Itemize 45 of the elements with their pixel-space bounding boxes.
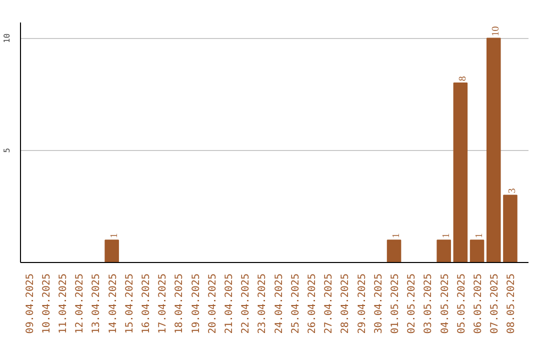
y-tick-label: 5 xyxy=(2,148,12,153)
x-tick-label: 10.04.2025 xyxy=(41,273,52,334)
bar xyxy=(436,240,451,262)
bar xyxy=(453,82,468,262)
x-tick-label: 21.04.2025 xyxy=(224,273,236,334)
data-label: 1 xyxy=(391,233,402,238)
bar xyxy=(486,38,501,262)
x-tick-label: 06.05.2025 xyxy=(473,273,484,334)
x-tick-label: 08.05.2025 xyxy=(506,273,518,334)
x-tick-label: 12.04.2025 xyxy=(74,273,86,334)
data-label: 10 xyxy=(490,26,502,36)
x-tick-label: 18.04.2025 xyxy=(174,273,186,334)
bar xyxy=(470,240,484,262)
x-tick-label: 17.04.2025 xyxy=(158,273,169,334)
bar xyxy=(386,240,402,262)
x-tick-label: 26.04.2025 xyxy=(307,273,318,334)
x-tick-label: 07.05.2025 xyxy=(490,273,501,334)
data-label: 8 xyxy=(457,76,468,82)
data-label: 1 xyxy=(108,233,120,238)
x-tick-label: 13.04.2025 xyxy=(91,273,102,334)
bar xyxy=(104,240,119,262)
x-tick-label: 05.05.2025 xyxy=(456,273,468,334)
data-label: 1 xyxy=(474,233,486,238)
x-tick-label: 29.04.2025 xyxy=(356,273,368,334)
x-tick-label: 02.05.2025 xyxy=(406,273,418,334)
x-tick-label: 01.05.2025 xyxy=(390,273,402,334)
x-tick-label: 24.04.2025 xyxy=(274,273,285,334)
x-tick-label: 28.04.2025 xyxy=(340,273,352,334)
x-tick-label: 30.04.2025 xyxy=(373,273,384,334)
x-tick-label: 23.04.2025 xyxy=(257,273,268,334)
x-tick-label: 04.05.2025 xyxy=(440,273,451,334)
bar xyxy=(503,194,518,262)
data-label: 1 xyxy=(440,233,452,238)
x-tick-label: 09.04.2025 xyxy=(24,273,36,334)
x-tick-label: 19.04.2025 xyxy=(190,273,202,334)
x-tick-label: 03.05.2025 xyxy=(423,273,434,334)
x-tick-label: 16.04.2025 xyxy=(141,273,152,334)
x-tick-label: 25.04.2025 xyxy=(290,273,302,334)
x-tick-label: 20.04.2025 xyxy=(207,273,218,334)
x-tick-label: 14.04.2025 xyxy=(108,273,119,334)
x-tick-label: 15.04.2025 xyxy=(124,273,136,334)
x-tick-label: 27.04.2025 xyxy=(324,273,335,334)
x-tick-label: 11.04.2025 xyxy=(58,273,70,334)
data-label: 3 xyxy=(507,188,518,194)
x-tick-label: 22.04.2025 xyxy=(240,273,252,334)
